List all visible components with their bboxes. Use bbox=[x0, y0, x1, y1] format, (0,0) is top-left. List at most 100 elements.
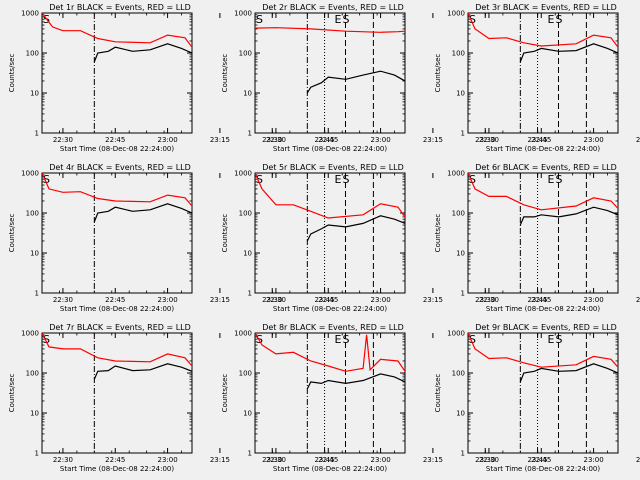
y-tick-label: 1000 bbox=[234, 10, 252, 18]
flag-left: S bbox=[256, 173, 263, 186]
y-tick-label: 1 bbox=[35, 450, 39, 458]
y-tick-label: 100 bbox=[452, 50, 465, 58]
x-axis-label: Start Time (08-Dec-08 22:24:00) bbox=[273, 145, 387, 153]
y-axis-label: Counts/sec bbox=[8, 374, 16, 413]
panel-5: Det 5r BLACK = Events, RED = LLD 1 10 100 10… bbox=[221, 163, 587, 313]
series-events bbox=[306, 70, 405, 94]
y-tick-label: 10 bbox=[243, 410, 252, 418]
x-tick-label: 22:30 bbox=[479, 296, 499, 304]
flag-left: S bbox=[469, 13, 476, 26]
panel-title: Det 9r BLACK = Events, RED = LLD bbox=[475, 323, 617, 332]
y-tick-label: 1000 bbox=[21, 10, 39, 18]
x-tick-label: 22:30 bbox=[479, 456, 499, 464]
x-tick-label: 23:30 bbox=[262, 296, 282, 304]
panel-9: Det 9r BLACK = Events, RED = LLD 1 10 100 10… bbox=[434, 323, 640, 473]
x-tick-label: 23:15 bbox=[210, 136, 230, 144]
y-tick-label: 100 bbox=[26, 210, 39, 218]
y-tick-label: 100 bbox=[452, 370, 465, 378]
flag-s: S bbox=[556, 173, 563, 186]
y-tick-label: 1000 bbox=[234, 330, 252, 338]
y-tick-label: 100 bbox=[26, 50, 39, 58]
series-events bbox=[519, 206, 618, 226]
x-axis-label: Start Time (08-Dec-08 22:24:00) bbox=[486, 305, 600, 313]
panel-title: Det 7r BLACK = Events, RED = LLD bbox=[49, 323, 191, 332]
x-tick-label: 22:45 bbox=[318, 456, 338, 464]
plot-frame bbox=[254, 172, 406, 294]
y-tick-label: 10 bbox=[30, 90, 39, 98]
flag-s: S bbox=[556, 333, 563, 346]
x-tick-label: 23:30 bbox=[262, 136, 282, 144]
y-tick-label: 10 bbox=[456, 250, 465, 258]
x-tick-label: 22:30 bbox=[53, 456, 73, 464]
series-lld bbox=[255, 27, 405, 33]
panel-title: Det 4r BLACK = Events, RED = LLD bbox=[49, 163, 191, 172]
x-tick-label: 23:00 bbox=[370, 136, 390, 144]
x-axis-label: Start Time (08-Dec-08 22:24:00) bbox=[486, 465, 600, 473]
panel-title: Det 5r BLACK = Events, RED = LLD bbox=[262, 163, 404, 172]
panel-2: Det 2r BLACK = Events, RED = LLD 1 10 100 10… bbox=[221, 3, 587, 153]
y-tick-label: 1 bbox=[461, 450, 465, 458]
y-tick-label: 1 bbox=[35, 130, 39, 138]
x-tick-label: 23:00 bbox=[157, 456, 177, 464]
series-events bbox=[306, 373, 405, 390]
y-axis-label: Counts/sec bbox=[221, 214, 229, 253]
series-events bbox=[306, 215, 405, 242]
series-events bbox=[519, 363, 618, 383]
x-tick-label: 22:45 bbox=[531, 456, 551, 464]
x-tick-label: 22:45 bbox=[105, 136, 125, 144]
x-tick-label: 23:15 bbox=[636, 136, 640, 144]
flag-s: S bbox=[343, 333, 350, 346]
y-tick-label: 10 bbox=[243, 250, 252, 258]
x-tick-label: 23:00 bbox=[157, 136, 177, 144]
x-axis-label: Start Time (08-Dec-08 22:24:00) bbox=[60, 145, 174, 153]
plot-frame bbox=[467, 12, 619, 134]
x-axis-label: Start Time (08-Dec-08 22:24:00) bbox=[273, 305, 387, 313]
plot-frame bbox=[467, 332, 619, 454]
series-lld bbox=[255, 173, 405, 219]
x-tick-label: 23:45 bbox=[527, 296, 547, 304]
plot-frame bbox=[41, 12, 193, 134]
x-tick-label: 22:30 bbox=[266, 296, 286, 304]
y-axis-label: Counts/sec bbox=[434, 214, 442, 253]
flag-e: E bbox=[335, 333, 342, 346]
plot-frame bbox=[254, 12, 406, 134]
y-tick-label: 1000 bbox=[21, 330, 39, 338]
series-events bbox=[93, 43, 192, 63]
plot-frame bbox=[41, 172, 193, 294]
y-axis-label: Counts/sec bbox=[434, 374, 442, 413]
x-tick-label: 22:45 bbox=[318, 296, 338, 304]
panel-title: Det 8r BLACK = Events, RED = LLD bbox=[262, 323, 404, 332]
x-axis-label: Start Time (08-Dec-08 22:24:00) bbox=[273, 465, 387, 473]
x-tick-label: 23:30 bbox=[475, 456, 495, 464]
y-tick-label: 100 bbox=[26, 370, 39, 378]
x-tick-label: 23:45 bbox=[314, 136, 334, 144]
panel-title: Det 1r BLACK = Events, RED = LLD bbox=[49, 3, 191, 12]
y-tick-label: 10 bbox=[456, 90, 465, 98]
flag-left: S bbox=[256, 333, 263, 346]
panel-3: Det 3r BLACK = Events, RED = LLD 1 10 100 10… bbox=[434, 3, 640, 153]
flag-e: E bbox=[335, 13, 342, 26]
y-tick-label: 1000 bbox=[234, 170, 252, 178]
x-tick-label: 22:30 bbox=[479, 136, 499, 144]
flag-left: S bbox=[43, 333, 50, 346]
y-axis-label: Counts/sec bbox=[221, 54, 229, 93]
y-tick-label: 1 bbox=[248, 450, 252, 458]
y-tick-label: 100 bbox=[452, 210, 465, 218]
x-tick-label: 23:15 bbox=[423, 136, 443, 144]
panel-4: Det 4r BLACK = Events, RED = LLD 1 10 100 10… bbox=[8, 163, 374, 313]
x-tick-label: 22:30 bbox=[53, 136, 73, 144]
x-tick-label: 23:30 bbox=[475, 296, 495, 304]
x-tick-label: 23:45 bbox=[527, 136, 547, 144]
panel-1: Det 1r BLACK = Events, RED = LLD 1 10 100 10… bbox=[8, 3, 374, 153]
series-lld bbox=[255, 333, 405, 373]
y-tick-label: 10 bbox=[30, 250, 39, 258]
y-tick-label: 10 bbox=[243, 90, 252, 98]
x-tick-label: 23:15 bbox=[423, 296, 443, 304]
x-tick-label: 22:45 bbox=[105, 296, 125, 304]
x-tick-label: 23:00 bbox=[583, 456, 603, 464]
x-tick-label: 23:00 bbox=[583, 296, 603, 304]
x-tick-label: 23:00 bbox=[583, 136, 603, 144]
flag-left: S bbox=[469, 333, 476, 346]
x-tick-label: 23:00 bbox=[370, 296, 390, 304]
